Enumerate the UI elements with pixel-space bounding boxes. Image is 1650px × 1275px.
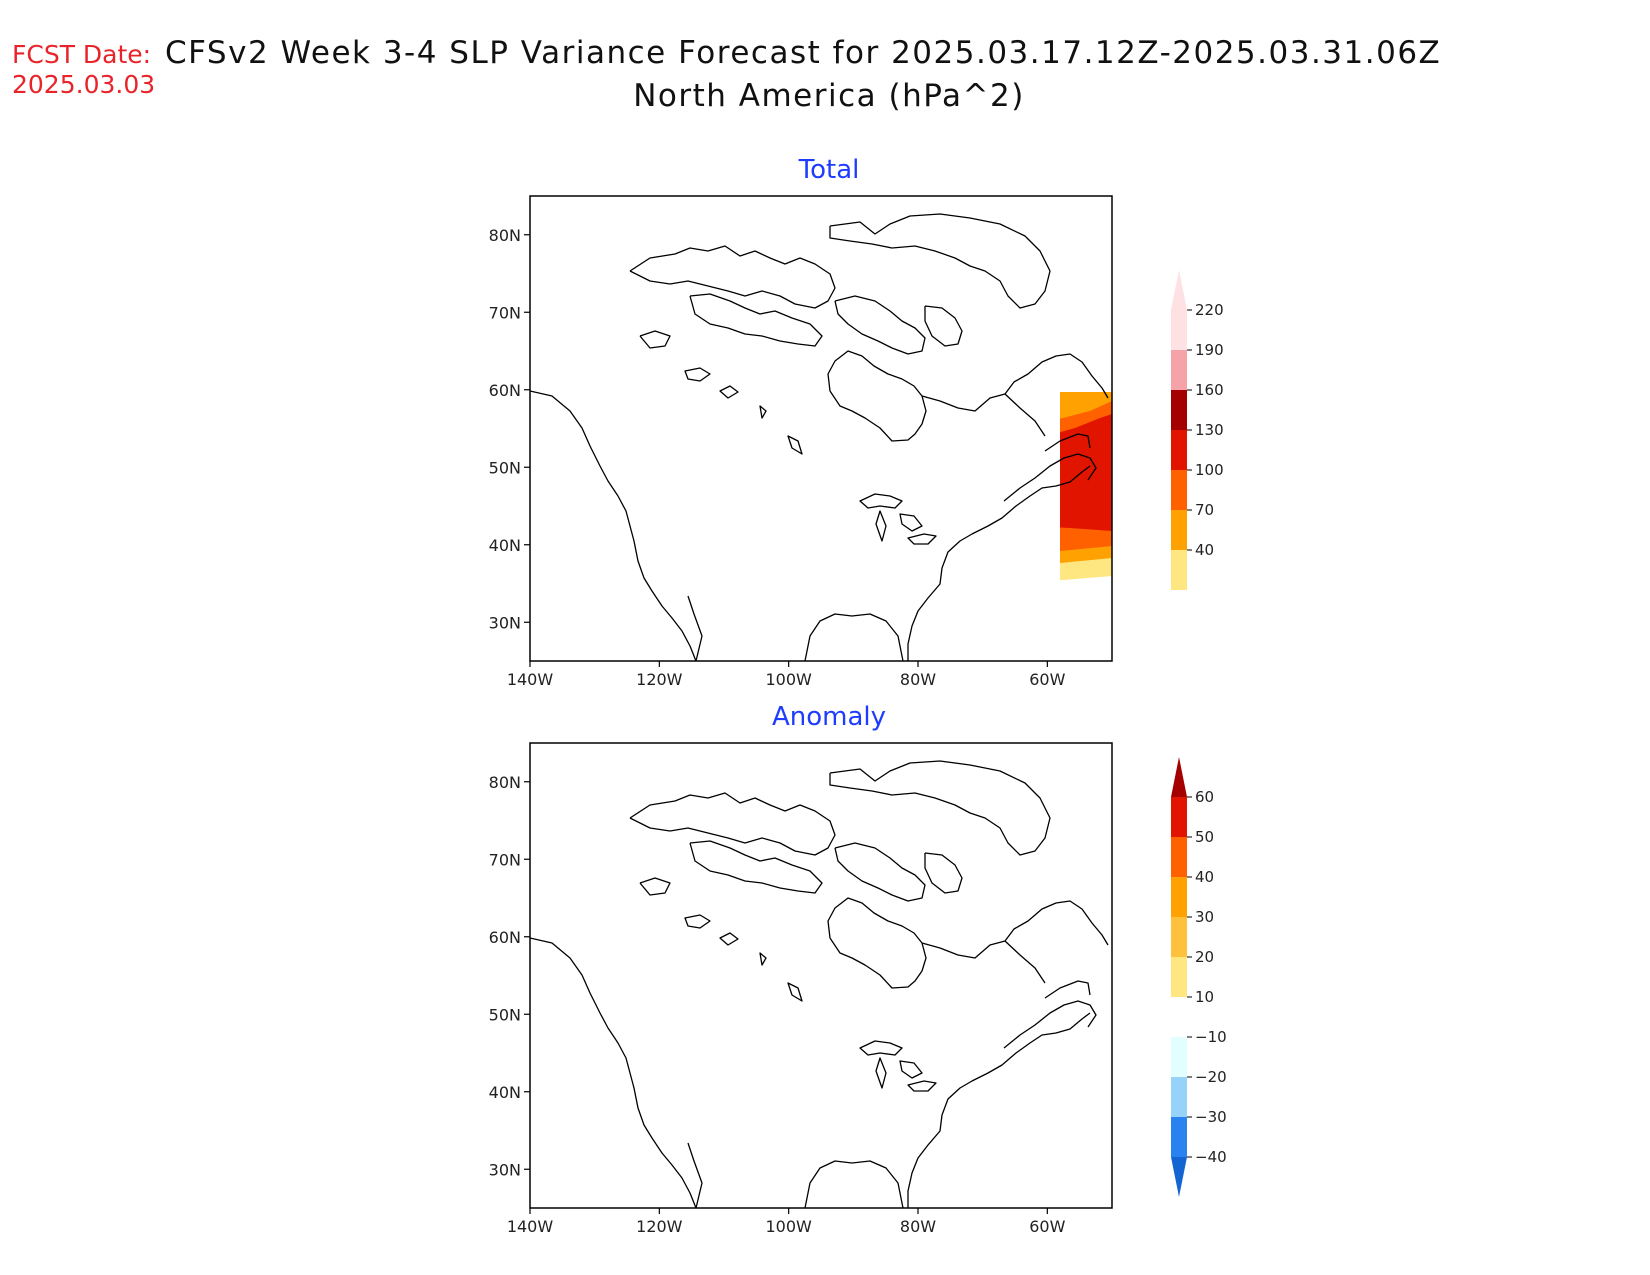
colorbar-label: 70: [1195, 501, 1214, 519]
panel-title-total: Total: [798, 155, 860, 185]
lat-tick-label: 50N: [489, 1005, 521, 1024]
colorbar-cell: [1171, 470, 1187, 510]
lon-tick-label: 120W: [636, 670, 683, 689]
lon-tick-label: 100W: [765, 1217, 812, 1236]
chart-title: CFSv2 Week 3-4 SLP Variance Forecast for…: [165, 35, 1441, 71]
colorbar-cell: [1171, 877, 1187, 917]
colorbar-anomaly: 60 50 40 30 20 10 −10 −20 −30 −40: [1171, 757, 1227, 1197]
colorbar-cell: [1171, 1037, 1187, 1077]
colorbar-cell: [1171, 957, 1187, 997]
lat-tick-label: 40N: [489, 1083, 521, 1102]
colorbar-label: 190: [1195, 341, 1224, 359]
colorbar-label: 40: [1195, 541, 1214, 559]
lat-tick-label: 70N: [489, 850, 521, 869]
colorbar-label: 10: [1195, 988, 1214, 1006]
colorbar-cell: [1171, 350, 1187, 390]
colorbar-cell: [1171, 550, 1187, 590]
colorbar-label: 30: [1195, 908, 1214, 926]
lon-tick-label: 80W: [900, 1217, 936, 1236]
lat-tick-label: 50N: [489, 458, 521, 477]
colorbar-label: −40: [1195, 1148, 1227, 1166]
colorbar-cap-bottom: [1171, 590, 1187, 630]
lon-tick-label: 60W: [1029, 1217, 1065, 1236]
map-panel-total: 80N 70N 60N 50N 40N 30N 140W 120W 100W 80W 60W: [489, 195, 1113, 689]
map-panel-anomaly: 80N 70N 60N 50N 40N 30N 140W 120W 100W 80W 60W: [489, 742, 1113, 1236]
colorbar-cell: [1171, 1077, 1187, 1117]
lon-tick-label: 120W: [636, 1217, 683, 1236]
colorbar-label: 220: [1195, 301, 1224, 319]
lat-tick-label: 60N: [489, 928, 521, 947]
colorbar-cap-top: [1171, 757, 1187, 797]
lat-tick-label: 40N: [489, 536, 521, 555]
colorbar-label: 50: [1195, 828, 1214, 846]
colorbar-cell: [1171, 797, 1187, 837]
lat-tick-label: 70N: [489, 303, 521, 322]
colorbar-label: −20: [1195, 1068, 1227, 1086]
panel-title-anomaly: Anomaly: [772, 702, 886, 732]
lon-tick-label: 60W: [1029, 670, 1065, 689]
colorbar-label: −10: [1195, 1028, 1227, 1046]
lon-tick-label: 140W: [507, 1217, 554, 1236]
colorbar-cap-bottom: [1171, 1157, 1187, 1197]
colorbar-cell: [1171, 390, 1187, 430]
chart-subtitle: North America (hPa^2): [633, 78, 1025, 114]
lat-tick-label: 80N: [489, 226, 521, 245]
colorbar-label: 40: [1195, 868, 1214, 886]
colorbar-total: 220 190 160 130 100 70 40: [1171, 270, 1224, 630]
colorbar-label: 20: [1195, 948, 1214, 966]
colorbar-cell: [1171, 1117, 1187, 1157]
colorbar-cell: [1171, 837, 1187, 877]
colorbar-label: 60: [1195, 788, 1214, 806]
contour-total-130: [1060, 414, 1112, 531]
lon-tick-label: 140W: [507, 670, 554, 689]
colorbar-label: −30: [1195, 1108, 1227, 1126]
lat-tick-label: 60N: [489, 381, 521, 400]
colorbar-label: 130: [1195, 421, 1224, 439]
colorbar-cell: [1171, 310, 1187, 350]
colorbar-cell: [1171, 997, 1187, 1037]
lat-tick-label: 30N: [489, 1160, 521, 1179]
lon-tick-label: 100W: [765, 670, 812, 689]
colorbar-cell: [1171, 510, 1187, 550]
lat-tick-label: 30N: [489, 613, 521, 632]
lon-tick-label: 80W: [900, 670, 936, 689]
lat-tick-label: 80N: [489, 773, 521, 792]
fcst-date-value: 2025.03.03: [12, 70, 155, 99]
colorbar-cap-top: [1171, 270, 1187, 310]
colorbar-cell: [1171, 430, 1187, 470]
fcst-date-label: FCST Date:: [12, 40, 151, 69]
colorbar-label: 160: [1195, 381, 1224, 399]
colorbar-label: 100: [1195, 461, 1224, 479]
colorbar-cell: [1171, 917, 1187, 957]
